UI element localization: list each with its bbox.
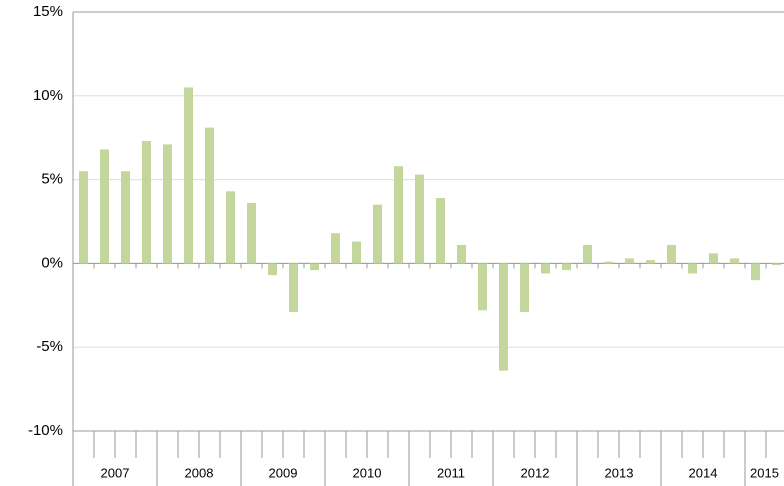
x-group-label: 2013 [605, 465, 634, 480]
bar [247, 203, 256, 264]
bar [520, 263, 529, 313]
bar [457, 244, 466, 264]
bar [184, 87, 193, 264]
x-group-label: 2008 [185, 465, 214, 480]
bar [772, 263, 781, 266]
bar [331, 233, 340, 264]
bar [604, 261, 613, 264]
y-tick-label: 0% [41, 254, 63, 271]
bar [625, 258, 634, 264]
bar [646, 260, 655, 264]
y-tick-label: 5% [41, 171, 63, 188]
bar [121, 171, 130, 264]
bar [562, 263, 571, 271]
bar [142, 141, 151, 264]
bar [100, 149, 109, 264]
bar [310, 263, 319, 271]
bar [226, 191, 235, 264]
bar [373, 204, 382, 264]
x-group-label: 2015 [750, 465, 779, 480]
bar [541, 263, 550, 274]
bar [751, 263, 760, 281]
bar [289, 263, 298, 313]
bar [478, 263, 487, 311]
x-group-label: 2014 [689, 465, 718, 480]
x-group-label: 2011 [437, 465, 465, 480]
y-tick-label: -10% [28, 422, 63, 439]
x-group-label: 2010 [353, 465, 382, 480]
bar [688, 263, 697, 274]
y-tick-label: 10% [33, 87, 63, 104]
x-group-label: 2012 [521, 465, 550, 480]
bar [583, 244, 592, 264]
bar [163, 144, 172, 264]
bar [667, 244, 676, 264]
bar [730, 258, 739, 264]
bar [436, 198, 445, 264]
bar [415, 174, 424, 264]
bar [394, 166, 403, 264]
y-tick-label: 15% [33, 3, 63, 20]
bar [205, 127, 214, 264]
x-group-label: 2007 [101, 465, 130, 480]
x-group-label: 2009 [269, 465, 298, 480]
bar [79, 171, 88, 264]
bar [268, 263, 277, 276]
bar [709, 253, 718, 264]
bar [352, 241, 361, 264]
y-tick-label: -5% [36, 338, 63, 355]
bar [499, 263, 508, 371]
